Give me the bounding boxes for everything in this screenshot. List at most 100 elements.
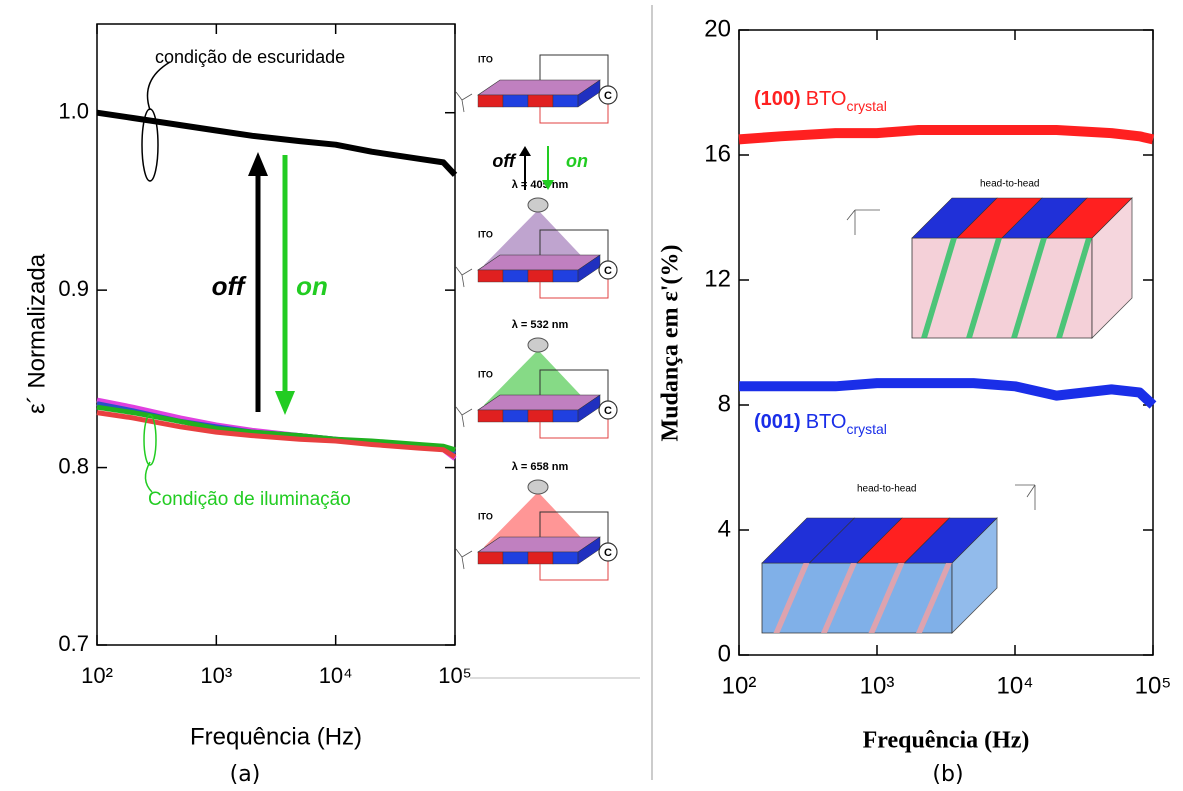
series-label-text: BTO (806, 88, 847, 110)
axes-glyph (846, 209, 880, 235)
domain (502, 94, 529, 108)
inset-label: head-to-head (857, 484, 917, 495)
domain (502, 551, 529, 565)
domain-wall (921, 238, 957, 338)
ito-label: ITO (478, 54, 493, 64)
capacitor (598, 260, 618, 280)
circuit (539, 229, 609, 262)
x-tick-label: 10² (81, 663, 113, 688)
block-top (1046, 197, 1133, 239)
x-tick-label: 10² (722, 672, 757, 699)
y-tick-label: 4 (718, 515, 731, 542)
domain-wall (916, 563, 952, 633)
y-tick-label: 20 (704, 15, 731, 42)
capacitor-label: C (604, 90, 612, 102)
domain (527, 409, 554, 423)
inset-label: head-to-head (980, 179, 1040, 190)
arrowhead (542, 180, 554, 190)
panel-label: (b) (932, 762, 963, 787)
annotation: condição de escuridade (155, 47, 345, 67)
circuit (539, 278, 609, 299)
capacitor (598, 400, 618, 420)
y-axis-label: Mudança em ε'(%) (658, 245, 684, 442)
series-label-text: BTO (806, 411, 847, 433)
data-line (96, 410, 457, 460)
marker-arrow (144, 461, 153, 493)
x-tick-label: 10⁴ (996, 672, 1033, 699)
inset-a: C ITO λ = 405 nm C ITO λ = 532 nm C ITO λ = 658 … (455, 54, 618, 581)
arrowhead (519, 146, 531, 156)
series-label-sub: crystal (846, 421, 886, 437)
domain (477, 94, 504, 108)
capacitor (598, 85, 618, 105)
x-tick-label: 10⁵ (438, 663, 472, 688)
x-axis-label: Frequência (Hz) (863, 728, 1030, 754)
plot-frame (738, 29, 1154, 656)
capacitor (598, 542, 618, 562)
x-tick-label: 10³ (200, 663, 232, 688)
capacitor-label: C (604, 265, 612, 277)
domain (502, 409, 529, 423)
marker-arrow (146, 61, 171, 111)
y-axis-label: ε´ Normalizada (23, 253, 50, 414)
domain (527, 269, 554, 283)
axes-glyph (455, 548, 473, 570)
arrowhead (275, 391, 295, 415)
panel-label: (a) (230, 762, 261, 787)
y-tick-label: 12 (704, 265, 731, 292)
domain-wall (1011, 238, 1047, 338)
block-top (903, 517, 998, 564)
annotation: Condição de iluminação (148, 489, 351, 510)
data-line (738, 125, 1155, 145)
capacitor-label: C (604, 547, 612, 559)
y-tick-label: 8 (718, 390, 731, 417)
x-tick-label: 10⁴ (319, 663, 353, 688)
circuit (539, 511, 609, 544)
domain (477, 551, 504, 565)
domain-wall (966, 238, 1002, 338)
domain (552, 409, 579, 423)
data-line (96, 109, 458, 177)
data-line (739, 378, 1157, 409)
circuit (539, 369, 609, 402)
domain (552, 551, 579, 565)
x-tick-label: 10⁵ (1135, 672, 1172, 699)
capacitor-label: C (604, 405, 612, 417)
domain-wall (868, 563, 905, 633)
domain (477, 269, 504, 283)
light-cone (484, 492, 590, 547)
x-axis-label: Frequência (Hz) (190, 723, 362, 750)
wavelength: λ = 532 nm (512, 319, 569, 331)
x-tick-label: 10³ (860, 672, 895, 699)
inset-on: on (566, 151, 588, 171)
wavelength: λ = 658 nm (512, 461, 569, 473)
series-label-sub: crystal (846, 98, 886, 114)
circuit (539, 560, 609, 581)
circuit (539, 54, 609, 87)
axes-glyph (455, 266, 473, 288)
circuit (539, 418, 609, 439)
lamp (527, 479, 549, 495)
series-label-bold: (100) (754, 88, 801, 110)
data-line (96, 397, 457, 461)
annotation: on (296, 271, 328, 301)
y-tick-label: 0 (718, 640, 731, 667)
arrowhead (248, 152, 268, 176)
y-tick-label: 0.8 (58, 453, 89, 478)
domain (502, 269, 529, 283)
inset-off: off (492, 151, 517, 171)
inset-b: head-to-head head-to-head (761, 179, 1133, 634)
axes-glyph (1015, 484, 1036, 510)
light-cone (484, 210, 590, 265)
ito-label: ITO (478, 511, 493, 521)
domain (527, 94, 554, 108)
domain (527, 551, 554, 565)
y-tick-label: 1.0 (58, 99, 89, 124)
lamp (527, 337, 549, 353)
wavelength: λ = 405 nm (512, 179, 569, 191)
y-tick-label: 0.7 (58, 631, 89, 656)
light-cone (484, 350, 590, 405)
marker-ring (143, 414, 157, 466)
